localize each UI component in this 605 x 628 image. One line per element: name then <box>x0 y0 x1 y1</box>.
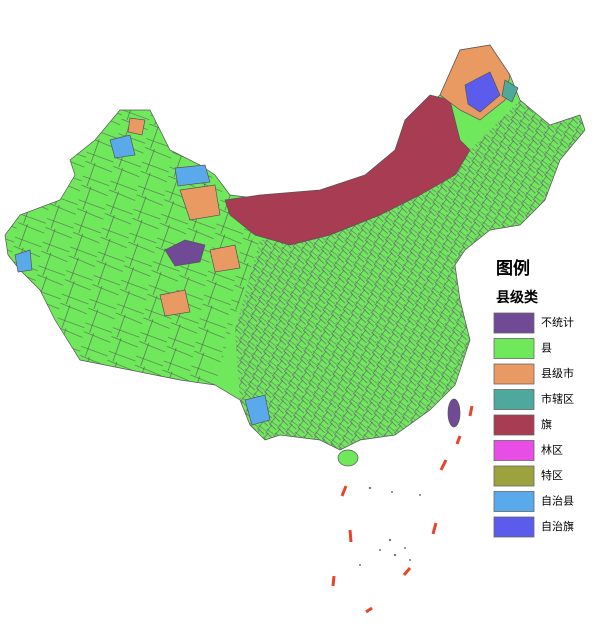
islands <box>359 486 421 566</box>
legend-label: 旗 <box>541 417 552 431</box>
legend-swatch <box>493 363 535 385</box>
legend-label: 林区 <box>541 443 563 457</box>
legend-title: 图例 <box>496 258 530 279</box>
center-purple <box>164 239 206 267</box>
sw-blue <box>14 249 33 273</box>
nw-orange <box>179 184 221 221</box>
nw-orange-2 <box>127 117 146 136</box>
center-orange <box>209 244 241 273</box>
legend-swatch <box>493 465 535 487</box>
nw-blue <box>174 164 211 187</box>
legend-label: 特区 <box>541 468 563 482</box>
banner-region <box>224 94 471 246</box>
legend-label: 不统计 <box>541 316 574 329</box>
legend-swatch <box>493 440 535 461</box>
legend-subtitle: 县级类 <box>496 289 539 306</box>
taiwan <box>447 398 461 428</box>
nw-blue-2 <box>109 134 136 159</box>
legend-swatch <box>493 312 535 334</box>
hainan <box>337 449 359 467</box>
legend-label: 市辖区 <box>541 392 574 406</box>
dashed-boundary <box>331 405 474 614</box>
east-boundaries <box>235 100 585 450</box>
south-blue <box>244 394 271 426</box>
legend-label: 县 <box>541 342 552 355</box>
legend-label: 县级市 <box>541 366 574 380</box>
legend-label: 自治旗 <box>541 519 574 533</box>
sw-orange <box>159 289 191 317</box>
legend-swatch <box>493 389 535 410</box>
legend-swatch <box>493 516 535 538</box>
map-regions <box>4 44 586 467</box>
legend-swatch <box>493 491 535 512</box>
ne-blue <box>464 71 501 113</box>
ne-teal <box>501 79 519 103</box>
legend-label: 自治县 <box>541 494 574 508</box>
legend-swatch <box>493 338 535 359</box>
legend-swatch <box>493 414 535 436</box>
